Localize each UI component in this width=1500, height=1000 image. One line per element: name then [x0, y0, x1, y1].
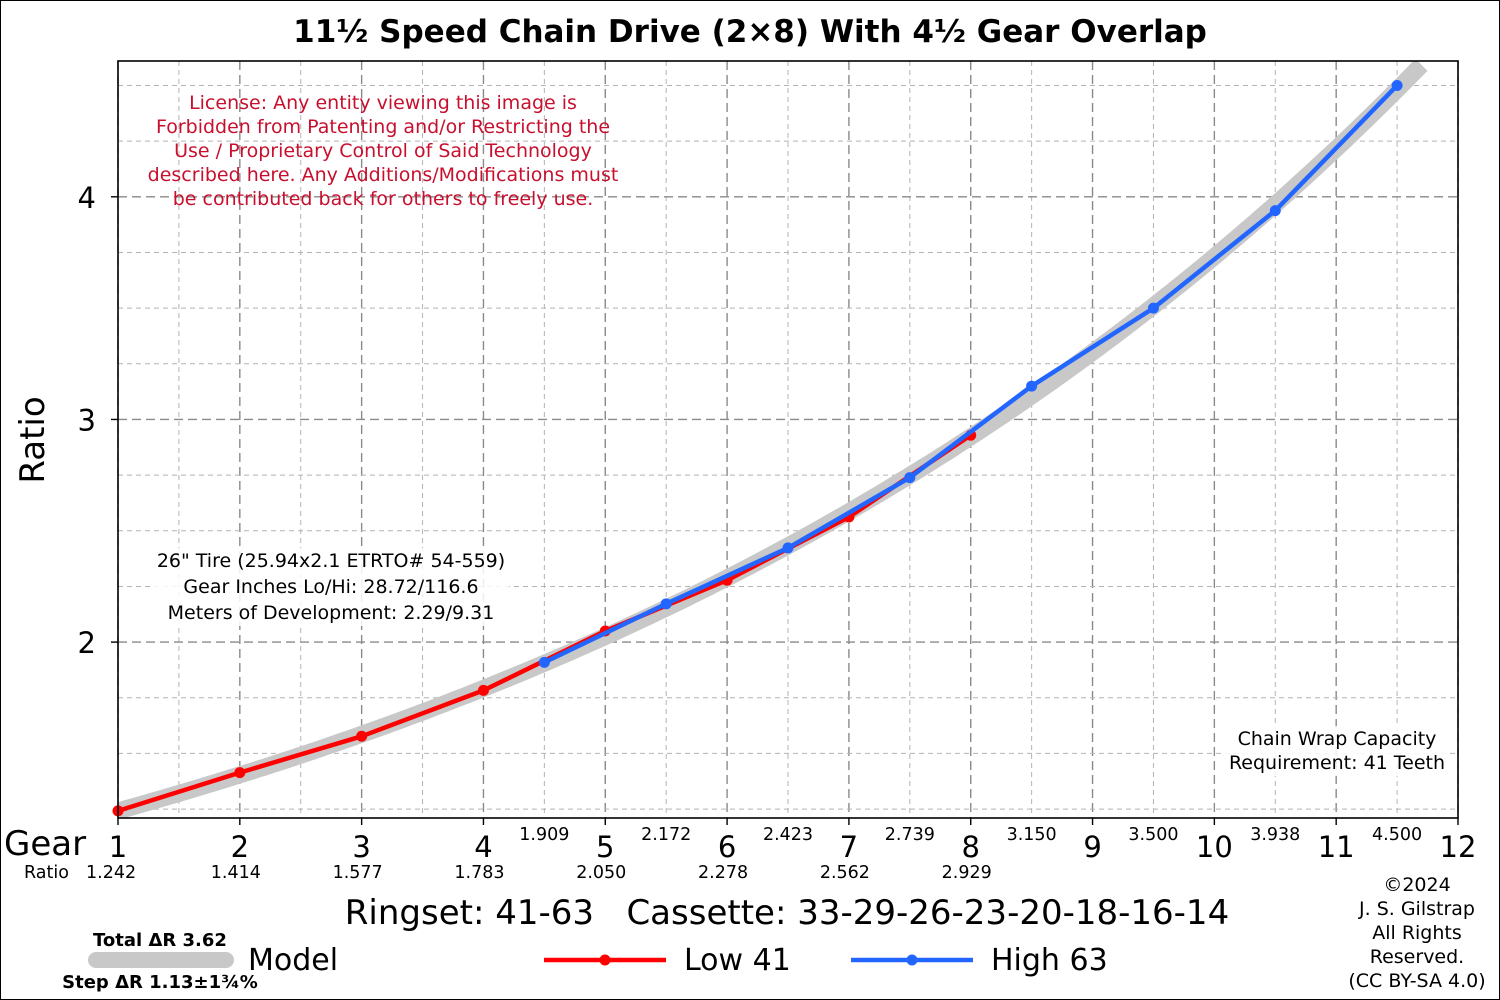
x-tick-label: 11 — [1318, 830, 1355, 864]
legend-low-label: Low 41 — [684, 943, 791, 978]
x-tick-label: 3 — [352, 830, 370, 864]
series-point-high-63 — [538, 656, 550, 668]
tire-note-line: Gear Inches Lo/Hi: 28.72/116.6 — [183, 576, 478, 598]
tire-note-line: Meters of Development: 2.29/9.31 — [168, 602, 495, 624]
x-tick-label: 5 — [596, 830, 614, 864]
x-tick-label: 7 — [840, 830, 858, 864]
license-line: Use / Proprietary Control of Said Techno… — [174, 140, 592, 162]
ratio-label-high: 3.500 — [1128, 825, 1178, 845]
series-point-low-41 — [234, 767, 246, 779]
ratio-label-low: 2.562 — [820, 863, 870, 883]
license-line: described here. Any Additions/Modificati… — [148, 164, 619, 186]
plot-frame — [117, 60, 1459, 819]
series-line-high-63 — [543, 83, 1399, 665]
series-point-high-63 — [1147, 302, 1159, 314]
x-tick-label: 9 — [1083, 830, 1101, 864]
series-point-high-63 — [782, 542, 794, 554]
ratio-label-high: 2.739 — [885, 825, 935, 845]
series-point-high-63 — [1391, 79, 1403, 91]
copyright-line: ©2024 — [1383, 874, 1450, 896]
ratio-label-high: 3.150 — [1007, 825, 1057, 845]
legend-high-marker — [906, 954, 918, 966]
ratio-label-high: 2.423 — [763, 825, 813, 845]
x-tick-label: 10 — [1196, 830, 1233, 864]
ringset-cassette-label: Ringset: 41-63 Cassette: 33-29-26-23-20-… — [345, 893, 1229, 933]
chain-wrap-note-line: Requirement: 41 Teeth — [1229, 752, 1445, 774]
legend: Total ΔR 3.62 Model Step ΔR 1.13±1¾% Low… — [62, 930, 1108, 993]
series-point-low-41 — [356, 730, 368, 742]
x-tick-label: 6 — [718, 830, 736, 864]
legend-model-label: Model — [248, 943, 338, 978]
x-tick-label: 1 — [109, 830, 127, 864]
y-tick-label: 2 — [78, 626, 96, 660]
ratio-label-low: 1.242 — [86, 863, 136, 883]
license-line: be contributed back for others to freely… — [173, 188, 594, 210]
ratio-label-low: 2.278 — [698, 863, 748, 883]
copyright-line: J. S. Gilstrap — [1358, 898, 1475, 920]
ratio-label-high: 2.172 — [641, 825, 691, 845]
ratio-label-high: 4.500 — [1372, 825, 1422, 845]
ratio-label-low: 1.577 — [333, 863, 383, 883]
series-point-high-63 — [1269, 205, 1281, 217]
series-point-high-63 — [1026, 380, 1038, 392]
series-point-low-41 — [477, 684, 489, 696]
x-tick-label: 8 — [962, 830, 980, 864]
chain-wrap-note-line: Chain Wrap Capacity — [1238, 728, 1437, 750]
chart-title: 11½ Speed Chain Drive (2×8) With 4½ Gear… — [293, 14, 1207, 50]
copyright-line: All Rights — [1372, 922, 1462, 944]
wrap-block-backdrop — [1224, 726, 1450, 776]
ratio-label-high: 1.909 — [519, 825, 569, 845]
y-tick-label: 4 — [78, 181, 96, 215]
ratio-labels: 1.909 2.172 2.423 2.739 3.150 3.500 3.938 4.500… — [86, 825, 1422, 883]
license-line: License: Any entity viewing this image i… — [189, 92, 577, 114]
license-annotation: License: Any entity viewing this image i… — [148, 92, 619, 210]
ratio-label-low: 1.783 — [454, 863, 504, 883]
x-tick-label: 2 — [231, 830, 249, 864]
series-point-high-63 — [904, 472, 916, 484]
legend-high-label: High 63 — [991, 943, 1108, 978]
legend-total-delta: Total ΔR 3.62 — [93, 930, 227, 951]
y-axis-label: Ratio — [13, 396, 53, 483]
x-tick-label: 4 — [474, 830, 492, 864]
tire-note-line: 26" Tire (25.94x2.1 ETRTO# 54-559) — [157, 550, 505, 572]
x-axis-label: Gear — [4, 824, 86, 864]
ratio-label-low: 2.050 — [576, 863, 626, 883]
series-layer — [112, 79, 1403, 817]
series-point-high-63 — [660, 598, 672, 610]
ratio-label-low: 2.929 — [942, 863, 992, 883]
ratio-label-low: 1.414 — [211, 863, 261, 883]
legend-low-marker — [599, 954, 611, 966]
copyright-line: Reserved. — [1370, 946, 1464, 968]
ratio-label-high: 3.938 — [1250, 825, 1300, 845]
ratio-row-label: Ratio — [24, 863, 69, 883]
copyright-line: (CC BY-SA 4.0) — [1348, 970, 1485, 992]
legend-step-delta: Step ΔR 1.13±1¾% — [62, 972, 258, 993]
tire-block-backdrop — [152, 548, 510, 626]
license-line: Forbidden from Patenting and/or Restrict… — [156, 116, 610, 138]
y-tick-label: 3 — [78, 403, 96, 437]
x-tick-label: 12 — [1440, 830, 1477, 864]
tire-annotation: 26" Tire (25.94x2.1 ETRTO# 54-559) Gear I… — [152, 548, 510, 626]
